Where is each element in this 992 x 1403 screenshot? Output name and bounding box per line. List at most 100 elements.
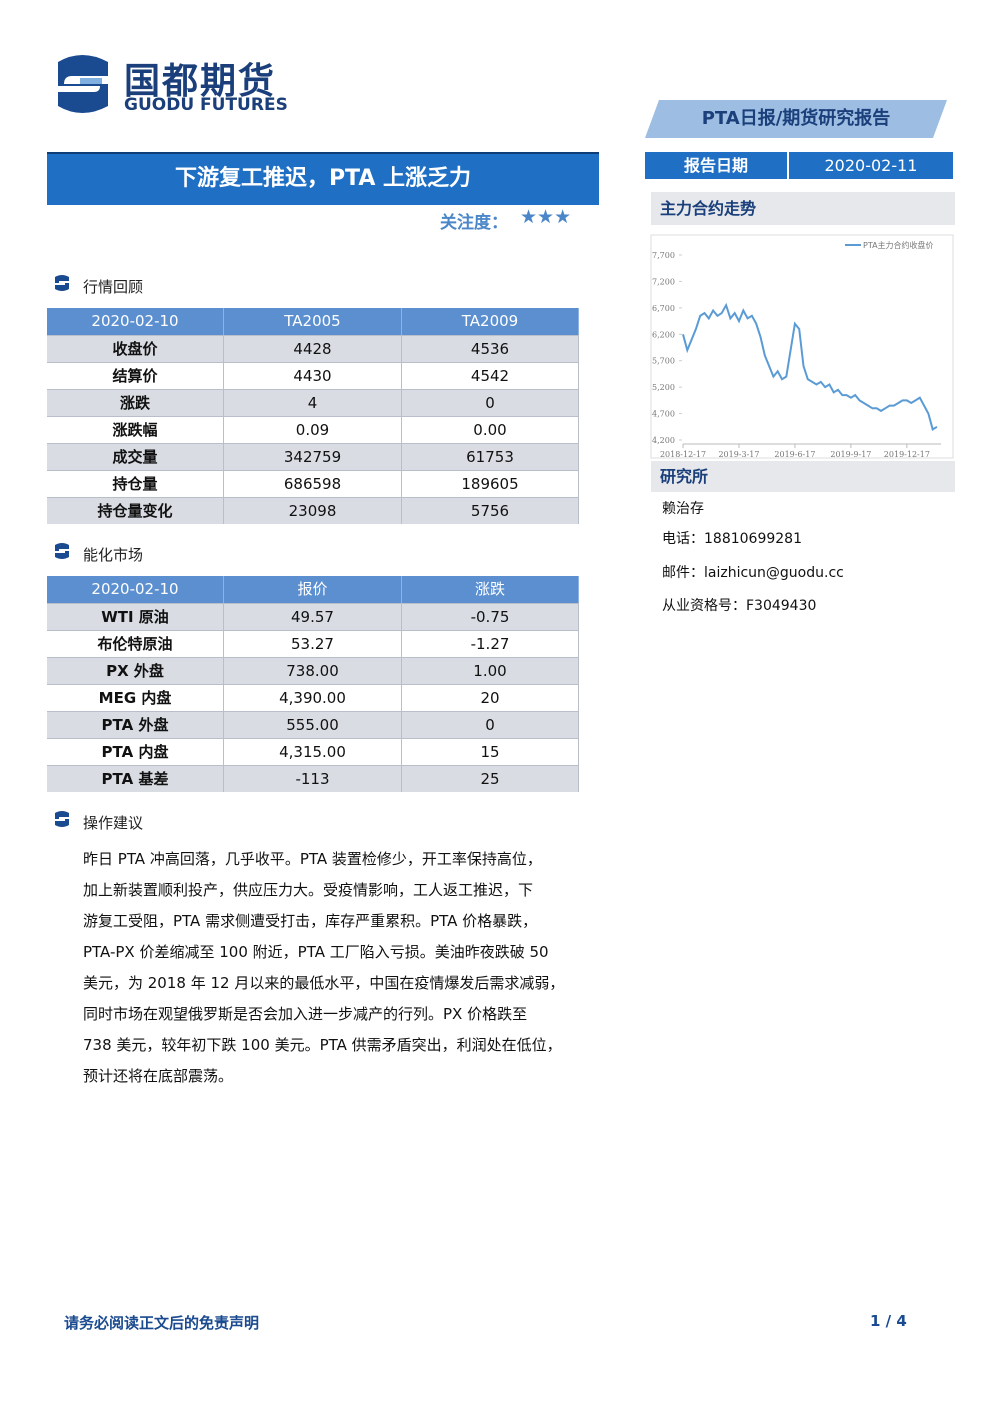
table-cell: PTA 基差 (47, 765, 224, 792)
table-cell: 189605 (402, 470, 579, 497)
table-cell: 涨跌幅 (47, 416, 224, 443)
table-cell: 738.00 (224, 657, 402, 684)
y-tick-label: 6,700 (652, 304, 675, 313)
table-cell: 4,390.00 (224, 684, 402, 711)
section-title: 能化市场 (83, 546, 144, 564)
table-header-cell: 2020-02-10 (47, 576, 224, 603)
table-cell: 0 (402, 711, 579, 738)
paragraph-line: 游复工受阻，PTA 需求侧遭受打击，库存严重累积。PTA 价格暴跌， (83, 912, 538, 930)
report-date-label: 报告日期 (683, 156, 748, 175)
table-header-cell: TA2009 (402, 308, 579, 335)
section-title: 行情回顾 (83, 278, 144, 296)
table-cell: 4428 (224, 335, 402, 362)
table-cell: 0.00 (402, 416, 579, 443)
email: laizhicun@guodu.cc (704, 565, 844, 581)
table-cell: 25 (402, 765, 579, 792)
chart-frame (650, 234, 954, 459)
table-header-cell: 报价 (224, 576, 402, 603)
section-icon (55, 275, 69, 291)
y-tick-label: 7,700 (652, 251, 675, 260)
table-cell: -1.27 (402, 630, 579, 657)
table-cell: 结算价 (47, 362, 224, 389)
page-number: 1 / 4 (870, 1312, 907, 1330)
date-divider (787, 152, 789, 179)
table-cell: 53.27 (224, 630, 402, 657)
table-cell: 49.57 (224, 603, 402, 630)
logo-mark (58, 55, 108, 113)
table-header-cell: 2020-02-10 (47, 308, 224, 335)
attention-label: 关注度： (440, 213, 508, 233)
attention-stars: ★★★ (520, 206, 572, 228)
table-cell: 1.00 (402, 657, 579, 684)
x-tick-label: 2019-9-17 (830, 450, 871, 459)
table-cell: 成交量 (47, 443, 224, 470)
phone-label: 电话： (662, 531, 704, 547)
paragraph-line: 昨日 PTA 冲高回落，几乎收平。PTA 装置检修少，开工率保持高位， (83, 850, 542, 868)
table-cell: 686598 (224, 470, 402, 497)
table-cell: 持仓量变化 (47, 497, 224, 524)
table-cell: -0.75 (402, 603, 579, 630)
table-cell: 持仓量 (47, 470, 224, 497)
series-line (682, 302, 938, 431)
date-bar (645, 152, 953, 179)
y-tick-label: 4,700 (652, 410, 675, 419)
paragraph-line: 738 美元，较年初下跌 100 美元。PTA 供需矛盾突出，利润处在低位， (83, 1036, 562, 1054)
logo-cn: 国都期货 (124, 61, 277, 102)
table-cell: WTI 原油 (47, 603, 224, 630)
table-cell: 4536 (402, 335, 579, 362)
license: F3049430 (746, 598, 817, 614)
x-tick-label: 2019-3-17 (718, 450, 759, 459)
table-cell: -113 (224, 765, 402, 792)
table-cell: 23098 (224, 497, 402, 524)
x-tick-label: 2019-12-17 (884, 450, 930, 459)
table-cell: 342759 (224, 443, 402, 470)
paragraph-line: 加上新装置顺利投产，供应压力大。受疫情影响，工人返工推迟，下 (83, 881, 534, 899)
table-cell: MEG 内盘 (47, 684, 224, 711)
table-cell: 收盘价 (47, 335, 224, 362)
logo-en: GUODU FUTURES (124, 95, 288, 115)
title-bar (47, 152, 599, 205)
title: 下游复工推迟，PTA 上涨乏力 (174, 166, 472, 191)
report-type-banner (645, 100, 947, 138)
y-tick-label: 4,200 (652, 436, 675, 445)
table-cell: 4430 (224, 362, 402, 389)
table-cell: 20 (402, 684, 579, 711)
disclaimer: 请务必阅读正文后的免责声明 (64, 1314, 260, 1332)
report-date: 2020-02-11 (824, 156, 918, 175)
y-tick-label: 7,200 (652, 277, 675, 286)
table-cell: PTA 外盘 (47, 711, 224, 738)
table-cell: 涨跌 (47, 389, 224, 416)
paragraph-line: PTA-PX 价差缩减至 100 附近，PTA 工厂陷入亏损。美油昨夜跌破 50 (83, 943, 549, 961)
table-cell: 0 (402, 389, 579, 416)
y-tick-label: 5,700 (652, 357, 675, 366)
table-cell: 15 (402, 738, 579, 765)
table-cell: 布伦特原油 (47, 630, 224, 657)
x-tick-label: 2019-6-17 (774, 450, 815, 459)
research-box (651, 461, 955, 492)
chart: 4,200 4,700 5,200 5,700 6,200 6,700 7,200 7,700… (650, 234, 954, 459)
table-cell: PX 外盘 (47, 657, 224, 684)
chart-title: 主力合约走势 (660, 199, 757, 218)
email-label: 邮件： (662, 565, 704, 581)
table-cell: 5756 (402, 497, 579, 524)
table-header-cell: 涨跌 (402, 576, 579, 603)
table-cell: 4542 (402, 362, 579, 389)
table-cell: 4,315.00 (224, 738, 402, 765)
paragraph-line: 预计还将在底部震荡。 (83, 1067, 234, 1085)
license-label: 从业资格号： (662, 598, 746, 614)
report-type: PTA日报/期货研究报告 (701, 108, 891, 129)
table-cell: PTA 内盘 (47, 738, 224, 765)
paragraph-line: 同时市场在观望俄罗斯是否会加入进一步减产的行列。PX 价格跌至 (83, 1005, 528, 1023)
section-icon (55, 811, 69, 827)
analyst: 赖治存 (662, 501, 704, 517)
y-tick-label: 6,200 (652, 330, 675, 339)
table-cell: 555.00 (224, 711, 402, 738)
paragraph-line: 美元，为 2018 年 12 月以来的最低水平，中国在疫情爆发后需求减弱， (83, 974, 565, 992)
phone: 18810699281 (704, 531, 802, 547)
table-cell: 61753 (402, 443, 579, 470)
legend-label: PTA主力合约收盘价 (863, 240, 934, 250)
x-tick-label: 2018-12-17 (660, 450, 706, 459)
table-cell: 4 (224, 389, 402, 416)
research-title: 研究所 (660, 467, 709, 486)
